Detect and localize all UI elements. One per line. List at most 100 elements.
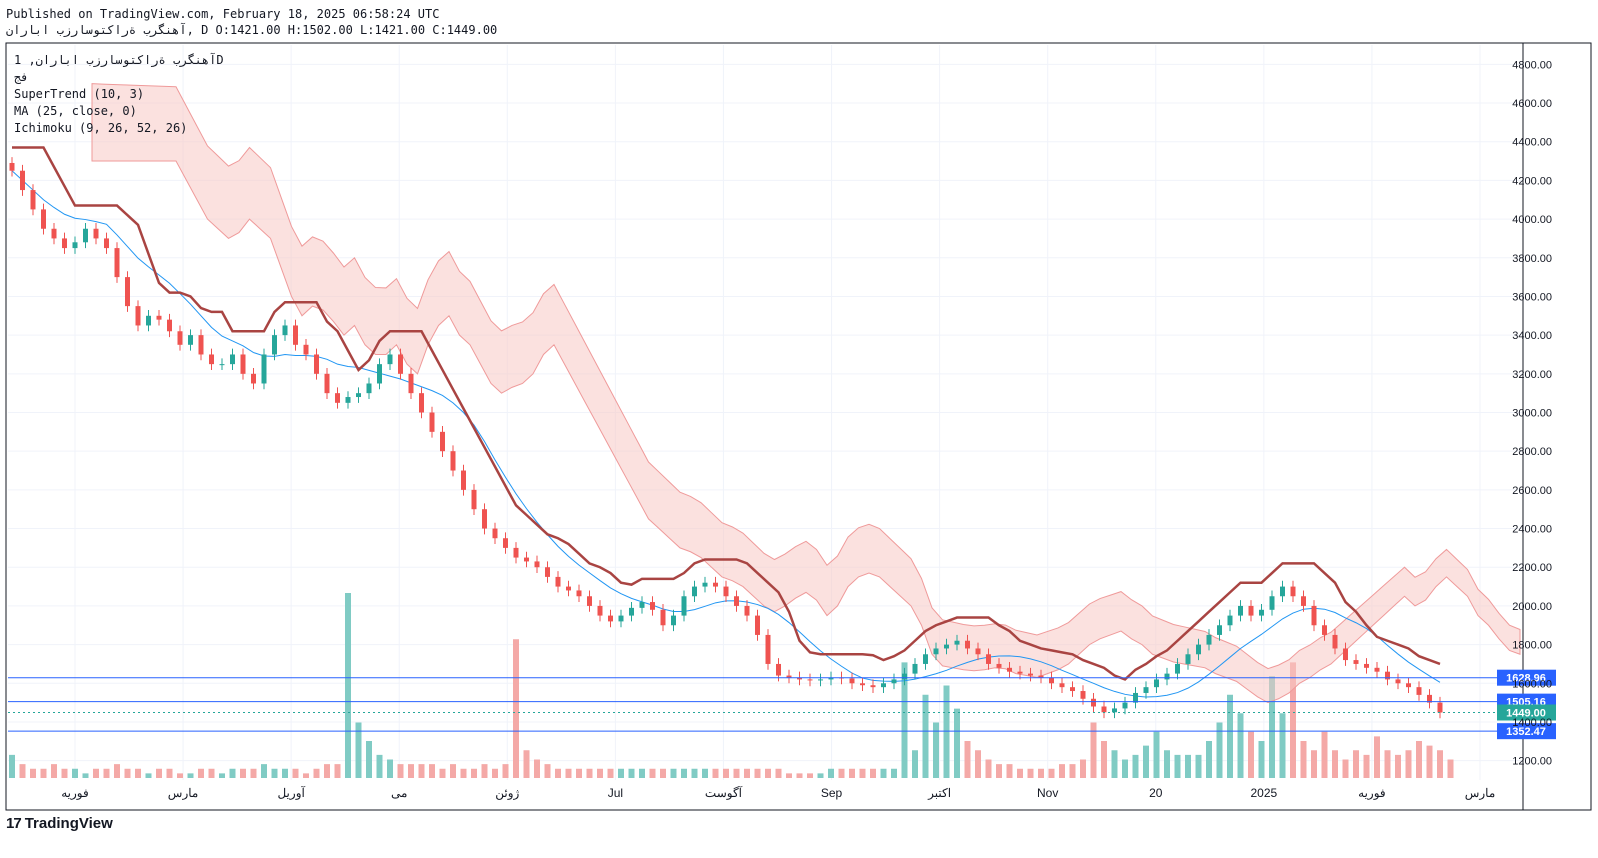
volume-bar (534, 759, 540, 778)
volume-bar (786, 773, 792, 778)
legend-supertrend[interactable]: SuperTrend (10, 3) (14, 87, 145, 101)
ohlc-readout: آهنگرب ةراكتوسارزب اباران, D O:1421.00 H… (6, 23, 498, 37)
candle-body (986, 654, 991, 664)
volume-bar (628, 768, 635, 778)
candle-body (1364, 663, 1369, 668)
candle-body (702, 582, 708, 587)
volume-bar (922, 694, 929, 778)
volume-bar (586, 768, 593, 778)
candle-body (849, 678, 855, 684)
volume-bar (1279, 713, 1286, 778)
candle-body (72, 242, 78, 249)
volume-bar (1332, 750, 1338, 778)
candle-body (1059, 683, 1065, 688)
volume-bar (1269, 676, 1275, 778)
candle-body (398, 354, 403, 374)
x-tick-label: Jul (608, 786, 623, 800)
volume-bar (744, 768, 750, 778)
volume-bar (723, 768, 729, 778)
tradingview-logo[interactable]: 17 TradingView (6, 815, 113, 832)
candle-body (429, 412, 435, 432)
legend-ma[interactable]: MA (25, close, 0) (14, 104, 137, 118)
volume-bar (198, 768, 204, 778)
volume-bar (355, 722, 362, 778)
volume-bar (681, 768, 687, 778)
volume-bar (733, 768, 740, 778)
volume-bar (1363, 754, 1370, 778)
volume-bar (471, 768, 477, 778)
candle-body (335, 393, 340, 403)
candle-body (692, 586, 697, 597)
volume-bar (1374, 736, 1380, 778)
x-tick-label: آگوست (705, 785, 743, 800)
volume-bar (103, 768, 110, 778)
candle-body (377, 364, 382, 384)
candle-body (83, 228, 88, 243)
volume-bar (1174, 754, 1181, 778)
grid-layer (8, 45, 1522, 780)
volume-bar (1248, 731, 1254, 778)
x-tick-label: Nov (1037, 786, 1058, 800)
candle-body (51, 228, 57, 239)
volume-bar (1216, 722, 1223, 778)
volume-bar (796, 773, 803, 778)
y-axis: 1200.00 1400.00 1600.00 1800.00 2000.00 2200.… (1512, 59, 1552, 767)
cloud-area (91, 83, 1521, 704)
tradingview-logo-icon: 17 (6, 815, 22, 832)
candle-body (1017, 671, 1023, 674)
y-tick-label: 2600.00 (1512, 485, 1552, 497)
volume-bar (544, 764, 551, 778)
volume-bar (943, 685, 950, 778)
candles-layer[interactable] (9, 157, 1443, 719)
candle-body (324, 373, 330, 394)
candle-body (786, 675, 792, 678)
volume-bar (502, 764, 509, 778)
candle-body (1322, 625, 1327, 635)
candle-body (975, 648, 981, 655)
volume-bar (1101, 741, 1107, 778)
legend-symbol[interactable]: آهنگرب ةراكتوسارزب اباران, 1D (14, 53, 224, 67)
volume-bar (555, 768, 561, 778)
volume-bar (324, 764, 330, 778)
candle-body (587, 596, 592, 606)
candle-body (1196, 644, 1201, 655)
volume-bar (1447, 759, 1454, 778)
volume-bar (271, 768, 278, 778)
y-tick-label: 1600.00 (1512, 678, 1552, 690)
volume-bar (1321, 731, 1328, 778)
candle-body (912, 663, 918, 674)
y-tick-label: 4400.00 (1512, 137, 1552, 149)
candle-body (629, 607, 634, 616)
legend-ichimoku[interactable]: Ichimoku (9, 26, 52, 26) (14, 121, 188, 135)
volume-bar (82, 773, 89, 778)
candle-body (1280, 586, 1285, 597)
volume-bar (649, 768, 656, 778)
candle-body (860, 683, 865, 686)
candle-body (1206, 634, 1212, 645)
candle-body (1185, 654, 1191, 664)
candle-body (891, 679, 897, 684)
candle-body (408, 373, 414, 394)
candle-body (9, 162, 15, 171)
volume-bar (429, 764, 435, 778)
volume-bar (93, 768, 99, 778)
volume-bar (492, 768, 498, 778)
x-tick-label: 20 (1149, 786, 1163, 800)
candle-body (251, 373, 256, 384)
y-tick-label: 3600.00 (1512, 291, 1552, 303)
volume-bar (1227, 694, 1233, 778)
volume-bar (9, 754, 15, 778)
volume-bar (156, 768, 162, 778)
candle-body (1395, 679, 1401, 684)
candle-body (1164, 673, 1170, 680)
volume-bar (1426, 745, 1433, 778)
candle-body (492, 528, 498, 539)
candle-body (576, 590, 582, 597)
candle-body (230, 354, 235, 365)
volume-bar (660, 768, 666, 778)
volume-bar (1353, 750, 1359, 778)
y-tick-label: 3200.00 (1512, 369, 1552, 381)
volume-bar (712, 768, 719, 778)
